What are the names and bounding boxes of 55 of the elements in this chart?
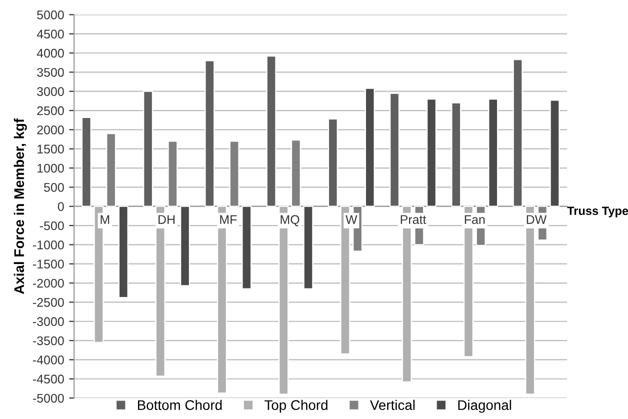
y-tick-label: -4500 [32, 374, 64, 384]
y-tick-label: 5000 [37, 10, 64, 20]
y-tick-label: 0 [58, 202, 64, 212]
bar [81, 116, 92, 207]
bar [168, 140, 178, 207]
y-tick-label: -1000 [32, 240, 64, 250]
y-tick-label: -4000 [32, 356, 64, 364]
bar [204, 60, 215, 207]
bar [242, 206, 252, 290]
bar [143, 90, 154, 207]
bar [550, 100, 560, 207]
bar [266, 56, 276, 207]
bar [290, 139, 301, 207]
legend-label: Vertical [370, 400, 415, 410]
y-tick-label: -2500 [32, 298, 64, 307]
bar [512, 58, 523, 207]
x-axis-title: Truss Type [567, 206, 628, 218]
y-tick-label: 4500 [36, 30, 64, 38]
legend-label: Top Chord [264, 400, 328, 413]
x-tick-label: W [346, 215, 358, 224]
bar [118, 206, 128, 298]
y-tick-label: -2000 [32, 278, 64, 288]
y-tick-label: -3000 [32, 317, 64, 326]
bar [303, 206, 314, 290]
y-tick-label: 4000 [36, 48, 64, 58]
x-tick-label: DW [526, 215, 547, 224]
y-tick-label: 3000 [37, 87, 64, 96]
bar [426, 98, 437, 207]
legend-label: Diagonal [458, 400, 512, 413]
y-axis-title: Axial Force in Member, kgf [14, 118, 27, 294]
y-tick-label: -500 [40, 221, 64, 230]
bar [451, 102, 462, 207]
y-tick-label: 2000 [37, 125, 64, 134]
x-tick-label: DH [158, 215, 175, 224]
x-tick-label: M [100, 215, 110, 224]
y-tick-label: -5000 [32, 394, 64, 403]
y-tick-label: 2500 [37, 106, 64, 116]
y-tick-label: 3500 [37, 68, 64, 77]
y-tick-label: 1000 [38, 164, 64, 173]
bar [364, 88, 375, 207]
bar [106, 132, 116, 207]
x-tick-label: Pratt [400, 215, 426, 224]
y-tick-label: 1500 [38, 144, 64, 154]
x-tick-label: Fan [464, 215, 485, 224]
bar [180, 206, 190, 286]
bar [229, 140, 240, 207]
bar [488, 98, 498, 207]
y-tick-label: -3500 [32, 336, 64, 346]
x-tick-label: MQ [280, 215, 300, 226]
bar [328, 118, 338, 207]
y-tick-label: -1500 [32, 260, 64, 269]
legend-label: Bottom Chord [138, 400, 222, 410]
y-tick-label: 500 [44, 182, 64, 192]
bar [390, 92, 400, 207]
x-tick-label: MF [220, 215, 237, 224]
